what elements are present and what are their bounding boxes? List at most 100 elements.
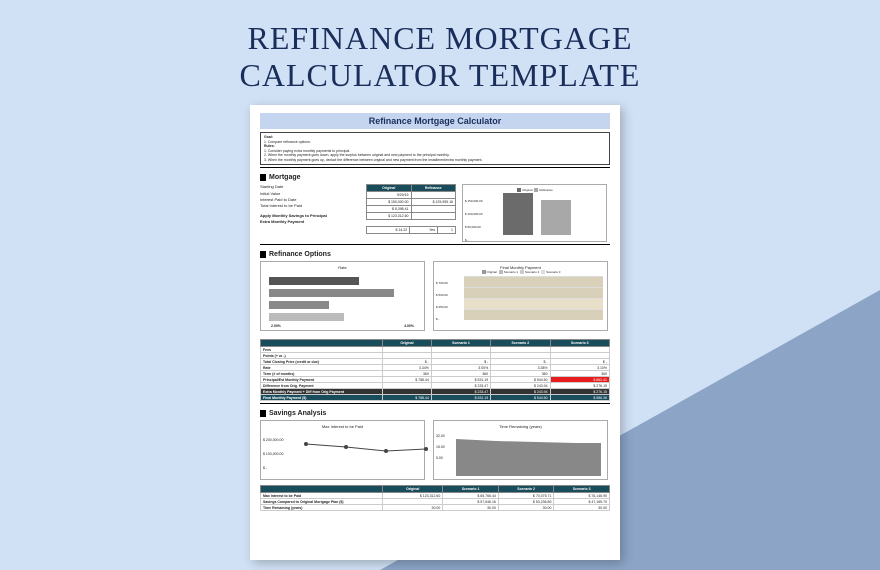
cell: Yes <box>410 227 438 234</box>
stack-row <box>464 287 603 298</box>
area-svg <box>456 431 626 476</box>
divider <box>260 167 610 168</box>
cell: $ 125,955.16 <box>411 199 456 206</box>
legend-label: Scenario 1 <box>504 270 518 274</box>
doc-header: Refinance Mortgage Calculator <box>260 113 610 129</box>
th <box>261 340 383 347</box>
chart-legend: Original Scenario 1 Scenario 2 Scenario … <box>437 270 604 274</box>
legend-sq <box>534 188 538 192</box>
title-line-2: CALCULATOR TEMPLATE <box>240 57 641 93</box>
section-refi: Refinance Options <box>260 251 610 258</box>
cell: $ 123,312.60 <box>367 213 412 220</box>
title-line-1: REFINANCE MORTGAGE <box>248 20 633 56</box>
ylabel: 32.00 <box>436 431 445 442</box>
rate-bars <box>269 277 399 325</box>
stack-row <box>464 309 603 320</box>
th: Scenario 3 <box>550 340 609 347</box>
legend-label: Original <box>522 188 532 192</box>
y-labels: $ 200,000.00 $ 100,000.00 $ - <box>263 433 283 475</box>
mortgage-table: OriginalRefinance 9/29/19 $ 150,000.00$ … <box>366 184 456 242</box>
ylabel: $ 150,000.00 <box>465 195 483 208</box>
section-savings: Savings Analysis <box>260 410 610 417</box>
goal-rules-box: Goal: 1. Compare refinance options. Rule… <box>260 132 610 165</box>
section-mortgage: Mortgage <box>260 174 610 181</box>
hbar <box>269 289 394 297</box>
cell <box>411 206 456 213</box>
hbar <box>269 301 329 309</box>
divider <box>260 403 610 404</box>
cell: 30.00 <box>383 505 443 511</box>
cell: 1 <box>437 227 455 234</box>
th: Scenario 1 <box>431 340 490 347</box>
y-labels: 32.00 15.00 5.00 <box>436 431 445 464</box>
th: Scenario 2 <box>498 486 554 493</box>
y-labels: $ 760.00 $ 500.00 $ 250.00 $ - <box>436 277 448 325</box>
cell: $ 544.50 <box>491 395 550 401</box>
ylabel: $ 250.00 <box>436 301 448 313</box>
cell: 30.00 <box>498 505 554 511</box>
ylabel: $ 100,000.00 <box>263 447 283 461</box>
cell: 30.00 <box>554 505 610 511</box>
goal-label: Goal: <box>264 135 273 139</box>
mortgage-bar-chart: Original Refinance $ 150,000.00 $ 100,00… <box>462 184 607 242</box>
rule-3: 3. When the monthly payment goes up, ded… <box>264 158 482 162</box>
ylabel: $ 760.00 <box>436 277 448 289</box>
divider <box>260 244 610 245</box>
chart-title: Time Remaining (years) <box>437 424 604 429</box>
rules-label: Rules: <box>264 144 275 148</box>
cell <box>411 213 456 220</box>
rule-2: 2. When the monthly payment goes down, a… <box>264 153 450 157</box>
y-labels: $ 150,000.00 $ 100,000.00 $ 50,000.00 $ … <box>465 195 483 247</box>
xlabel: 4.00% <box>404 324 414 328</box>
ylabel: 5.00 <box>436 453 445 464</box>
stacked-bars <box>464 276 603 320</box>
x-axis: 2.00% 4.00% <box>271 324 414 328</box>
th: Original <box>383 486 443 493</box>
ylabel: $ 500.00 <box>436 289 448 301</box>
hbar <box>269 313 344 321</box>
mortgage-labels: Starting Date Initial Value Interest Pai… <box>260 184 360 242</box>
chart-legend: Original Refinance <box>466 188 603 192</box>
cell <box>411 192 456 199</box>
cell: $ 14.22 <box>367 227 410 234</box>
cell: $ 788.44 <box>383 395 432 401</box>
xlabel: 2.00% <box>271 324 281 328</box>
bar <box>541 200 571 235</box>
bars <box>503 193 571 235</box>
label-extra-monthly: Extra Monthly Payment <box>260 219 360 225</box>
line-svg <box>291 429 451 479</box>
summary-table: OriginalScenario 1Scenario 2Scenario 3Ma… <box>260 485 610 511</box>
cell: $ 5,398.41 <box>367 206 412 213</box>
cell: $ 586.26 <box>550 395 609 401</box>
th-refinance: Refinance <box>411 185 456 192</box>
th: Scenario 1 <box>443 486 499 493</box>
row-label: Final Monthly Payment ($) <box>261 395 383 401</box>
label-total-interest: Total Interest to be Paid <box>260 203 360 209</box>
cell: 9/29/19 <box>367 192 412 199</box>
legend-label: Scenario 3 <box>546 270 560 274</box>
legend-sq <box>499 270 503 274</box>
legend-sq <box>541 270 545 274</box>
chart-title: Rate <box>264 265 421 270</box>
page-title: REFINANCE MORTGAGE CALCULATOR TEMPLATE <box>0 0 880 100</box>
ylabel: $ 200,000.00 <box>263 433 283 447</box>
th: Scenario 3 <box>554 486 610 493</box>
ylabel: $ 100,000.00 <box>465 208 483 221</box>
legend-sq <box>520 270 524 274</box>
document-preview: Refinance Mortgage Calculator Goal: 1. C… <box>250 105 620 560</box>
ylabel: $ 50,000.00 <box>465 221 483 234</box>
legend-label: Original <box>487 270 497 274</box>
ylabel: $ - <box>465 234 483 247</box>
rule-1: 1. Consider paying extra monthly payment… <box>264 149 350 153</box>
ylabel: $ - <box>263 461 283 475</box>
scenario-table: OriginalScenario 1Scenario 2Scenario 3Fe… <box>260 339 610 401</box>
cell: $ 150,000.00 <box>367 199 412 206</box>
row-label: Time Remaining (years) <box>261 505 383 511</box>
bar <box>503 193 533 235</box>
legend-label: Refinance <box>539 188 553 192</box>
ylabel: 15.00 <box>436 442 445 453</box>
legend-sq <box>482 270 486 274</box>
th: Original <box>383 340 432 347</box>
fmp-chart: Final Monthly Payment Original Scenario … <box>433 261 608 331</box>
cell: $ 531.19 <box>431 395 490 401</box>
